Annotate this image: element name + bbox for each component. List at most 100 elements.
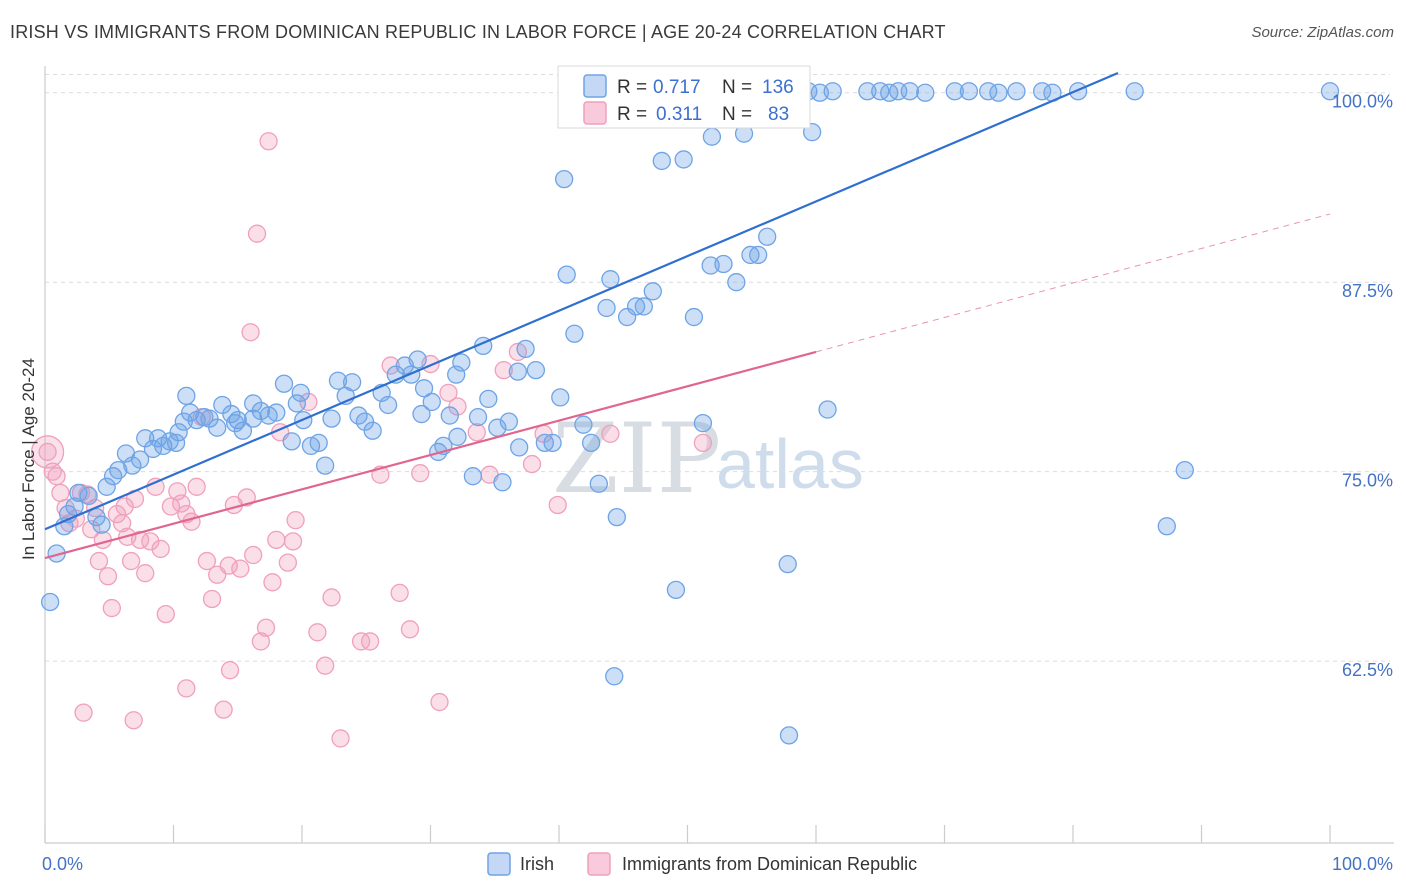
dominican-point xyxy=(231,559,250,578)
trend-lines xyxy=(44,72,1331,560)
irish-point xyxy=(328,371,348,390)
irish-point xyxy=(440,406,459,425)
irish-point xyxy=(565,324,584,343)
dominican-point xyxy=(331,729,350,748)
bottom-legend-dominican-swatch xyxy=(587,852,611,876)
tick-labels: 100.0% 87.5% 75.0% 62.5% 0.0% 100.0% xyxy=(42,92,1393,874)
irish-point xyxy=(40,592,60,612)
irish-point xyxy=(693,414,713,433)
irish-point xyxy=(510,438,529,457)
dominican-point xyxy=(244,545,263,565)
irish-point xyxy=(778,554,797,574)
dominican-point xyxy=(400,620,420,639)
irish-point xyxy=(607,507,626,527)
legend-irish-swatch xyxy=(583,74,607,98)
irish-point xyxy=(1068,82,1088,101)
dominican-point xyxy=(601,424,620,443)
dominican-point xyxy=(38,442,57,462)
legend-irish-n-label: N = xyxy=(722,77,752,98)
irish-point xyxy=(452,353,471,372)
irish-point xyxy=(601,270,620,289)
irish-point xyxy=(177,386,196,406)
irish-point xyxy=(916,83,935,102)
irish-point xyxy=(823,82,842,101)
irish-point xyxy=(274,374,294,393)
irish-point xyxy=(1007,82,1026,101)
dominican-point xyxy=(256,618,276,637)
irish-point xyxy=(65,497,84,516)
dominican-points xyxy=(30,132,713,748)
dominican-point xyxy=(439,383,458,402)
bottom-legend-dominican-label: Immigrants from Dominican Republic xyxy=(622,854,917,874)
irish-point xyxy=(605,667,624,686)
irish-point xyxy=(412,404,431,424)
irish-point xyxy=(702,127,722,146)
dominican-point xyxy=(251,632,271,651)
dominican-point xyxy=(263,573,282,592)
dominican-point xyxy=(241,323,260,342)
irish-point xyxy=(597,298,616,318)
irish-point xyxy=(422,392,441,412)
irish-point xyxy=(900,82,919,101)
dominican-point xyxy=(315,656,335,675)
irish-point xyxy=(945,82,964,101)
irish-point xyxy=(779,726,799,745)
irish-point xyxy=(1157,517,1176,536)
irish-point xyxy=(1320,82,1340,101)
dominican-point xyxy=(156,604,175,624)
irish-point xyxy=(282,432,301,451)
dominican-trend-extension xyxy=(815,213,1331,353)
dominican-point xyxy=(360,632,380,651)
x-tick-label: 0.0% xyxy=(42,854,83,874)
dominican-point xyxy=(107,504,127,524)
dominican-point xyxy=(693,433,713,453)
dominican-point xyxy=(197,551,217,571)
irish-point xyxy=(315,456,335,475)
dominican-point xyxy=(494,360,513,380)
correlation-legend: R = 0.717 N = 136 R = 0.311 N = 83 xyxy=(557,65,811,129)
irish-point xyxy=(69,483,88,503)
irish-point xyxy=(674,150,693,169)
irish-point xyxy=(749,245,768,265)
dominican-point xyxy=(182,512,201,531)
dominican-point-cluster xyxy=(30,435,65,469)
irish-point xyxy=(287,394,307,413)
y-tick-label: 62.5% xyxy=(1342,660,1393,680)
dominican-point xyxy=(278,553,298,572)
dominican-point xyxy=(74,703,93,722)
irish-point xyxy=(551,388,570,407)
y-axis-title: In Labor Force | Age 20-24 xyxy=(19,358,38,560)
watermark-zip: ZIP xyxy=(552,403,721,515)
irish-point xyxy=(543,433,562,453)
dominican-point xyxy=(161,497,181,516)
dominican-point xyxy=(381,356,400,375)
irish-point xyxy=(1175,460,1194,480)
dominican-point xyxy=(115,497,134,516)
irish-point xyxy=(1125,82,1144,101)
y-tick-label: 75.0% xyxy=(1342,471,1393,491)
irish-point xyxy=(634,297,653,316)
dominican-point xyxy=(522,454,542,474)
legend-irish-r-value: 0.717 xyxy=(653,77,701,98)
irish-point xyxy=(244,409,263,428)
irish-point xyxy=(684,307,704,327)
irish-point xyxy=(414,379,434,398)
dominican-point xyxy=(259,132,278,151)
dominican-point xyxy=(136,564,155,583)
irish-point xyxy=(226,414,245,433)
dominican-point xyxy=(467,423,486,442)
irish-point xyxy=(363,421,382,440)
y-tick-label: 100.0% xyxy=(1332,92,1393,112)
dominican-point xyxy=(187,477,206,496)
y-tick-label: 87.5% xyxy=(1342,281,1393,301)
chart-title: IRISH VS IMMIGRANTS FROM DOMINICAN REPUB… xyxy=(10,22,946,42)
dominican-point xyxy=(548,495,567,515)
irish-point xyxy=(626,297,646,316)
irish-point xyxy=(493,473,512,492)
irish-point xyxy=(322,409,341,428)
irish-point xyxy=(574,415,593,434)
irish-point xyxy=(309,433,328,453)
irish-point xyxy=(858,82,877,101)
dominican-trend-line xyxy=(44,350,817,560)
irish-point xyxy=(408,350,427,369)
